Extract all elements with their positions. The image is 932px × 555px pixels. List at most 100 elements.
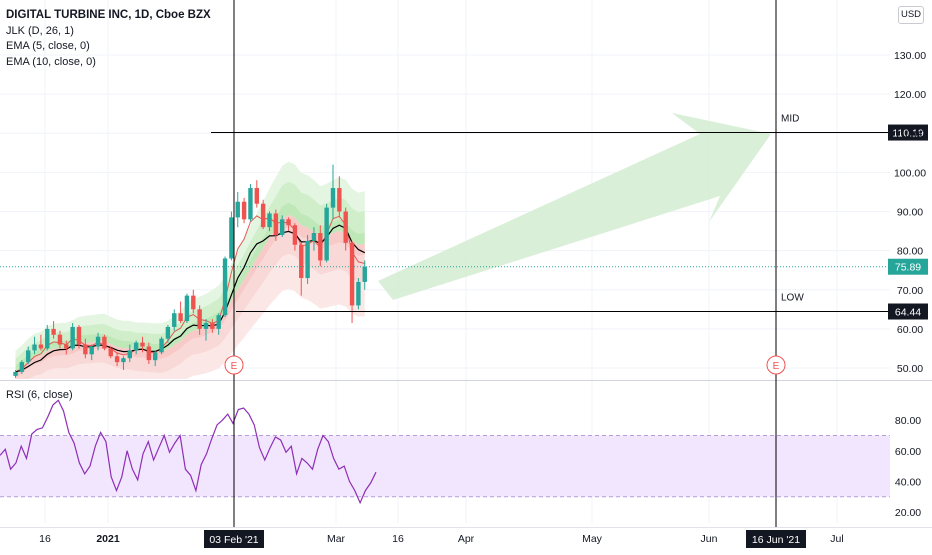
candle-body [273,213,279,235]
jlk-cloud [15,161,366,379]
candle-body [210,323,215,329]
price-axis-label: 70.00 [897,285,923,297]
candle-body [254,188,259,204]
price-axis-label: 120.00 [894,89,926,101]
crosshair-date-tag [204,530,264,548]
candle-body [286,219,291,226]
candle-body [159,338,164,353]
candle-body [280,219,285,235]
candle-body [241,201,247,220]
candle-body [76,326,82,345]
candle-body [260,203,266,228]
level-price-tag [888,303,928,320]
price-axis-label: 50.00 [897,363,923,375]
price-axis-label: 100.00 [894,167,926,179]
rsi-axis-label: 80.00 [895,415,921,427]
candle-body [70,326,75,349]
indicator-ema10[interactable]: EMA (10, close, 0) [6,55,96,68]
price-axis-label: 80.00 [897,246,923,258]
currency-button[interactable]: USD [898,6,924,24]
candle-body [330,188,336,208]
candle-body [146,346,152,361]
candle-body [26,350,31,363]
candle-body [337,188,342,212]
rsi-line [0,399,377,505]
candle-body [108,348,113,357]
time-axis-label: Mar [327,533,346,545]
candle-body [38,344,44,349]
candle-body [203,323,209,329]
rsi-band [0,435,890,497]
price-axis-label: 60.00 [897,324,923,336]
earnings-marker-label: E [773,361,780,372]
candle-body [133,342,139,351]
candle-body [89,346,94,355]
candle-body [324,207,329,261]
candle-body [172,313,177,327]
chart-legend: DIGITAL TURBINE INC, 1D, Cboe BZX JLK (D… [6,8,211,70]
candles [13,164,367,378]
crosshair-date-label: 16 Jun '21 [752,534,800,546]
rsi-title[interactable]: RSI (6, close) [6,389,73,401]
candle-body [121,358,126,363]
level-label-mid: MID [781,114,799,125]
crosshair-date-tag [746,530,806,548]
candle-body [191,295,196,310]
candle-body [197,309,202,329]
last-price-label: 75.89 [895,262,921,274]
symbol-title[interactable]: DIGITAL TURBINE INC, 1D, Cboe BZX [6,9,211,21]
candle-body [153,352,158,361]
candle-body [127,350,132,359]
candle-body [57,334,63,345]
time-axis-label: Apr [458,533,475,545]
jlk-lower-band-inner [15,227,365,379]
candle-body [299,244,304,279]
indicator-ema5[interactable]: EMA (5, close, 0) [6,40,90,52]
candle-body [184,295,190,322]
price-axis-label: 110.00 [894,128,925,140]
level-label-low: LOW [781,293,804,304]
candle-body [292,225,298,245]
candle-body [362,266,367,282]
candle-body [343,211,348,243]
candle-body [83,344,88,355]
time-axis-label: May [582,533,603,545]
indicator-jlk[interactable]: JLK (D, 26, 1) [6,24,74,37]
candle-body [305,240,310,279]
candle-body [51,328,56,335]
rsi-axis-label: 40.00 [895,476,921,488]
candle-body [216,315,221,329]
forecast-arrow [378,113,771,300]
earnings-marker-icon [224,355,244,375]
candle-body [311,233,317,241]
candle-body [13,371,18,376]
earnings-marker-icon [766,355,786,375]
candle-body [165,326,171,339]
candle-body [140,342,145,347]
candle-body [356,281,361,306]
price-axis-label: 130.00 [894,50,926,62]
candle-body [267,213,272,228]
candle-body [95,336,101,347]
candle-body [64,344,69,349]
candle-body [32,344,37,351]
price-axis-label: 90.00 [897,207,923,219]
jlk-lower-band-outer [29,253,365,379]
rsi-axis-label: 20.00 [895,507,921,519]
candle-body [229,217,234,259]
candle-body [45,328,50,349]
candle-body [235,201,240,218]
time-axis-label: Jul [830,533,843,545]
time-axis-label: 16 [39,533,51,545]
level-price-tag [888,124,928,141]
crosshair-date-label: 03 Feb '21 [209,534,258,546]
level-price-label: 64.44 [895,307,921,319]
earnings-marker-label: E [231,361,238,372]
candle-body [114,356,120,363]
candle-body [222,258,228,316]
candle-body [102,336,107,349]
rsi-axis-label: 60.00 [895,446,921,458]
time-axis-label: 2021 [96,533,120,545]
